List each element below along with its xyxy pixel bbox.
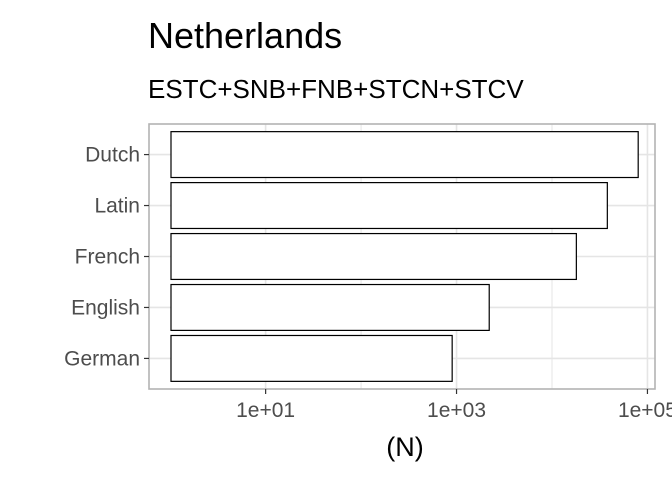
x-tick-label: 1e+03 [427,399,486,422]
y-tick-label: French [75,246,140,269]
y-tick-label: Dutch [85,144,140,167]
bar-latin [170,182,608,230]
chart-subtitle: ESTC+SNB+FNB+STCN+STCV [148,74,524,104]
bar-english [170,283,490,331]
chart-title: Netherlands [148,15,342,56]
bars [170,131,639,382]
y-tick-label: German [64,347,140,370]
y-tick-label: Latin [94,195,140,218]
x-axis-title: (N) [386,432,423,462]
bar-dutch [170,131,639,179]
y-tick-label: English [71,296,140,319]
bar-french [170,232,577,281]
y-axis: Dutch Latin French English German [64,144,149,370]
x-tick-label: 1e+05 [618,399,672,422]
bar-german [170,334,453,382]
x-tick-label: 1e+01 [236,399,295,422]
x-axis: 1e+01 1e+03 1e+05 [236,389,672,422]
